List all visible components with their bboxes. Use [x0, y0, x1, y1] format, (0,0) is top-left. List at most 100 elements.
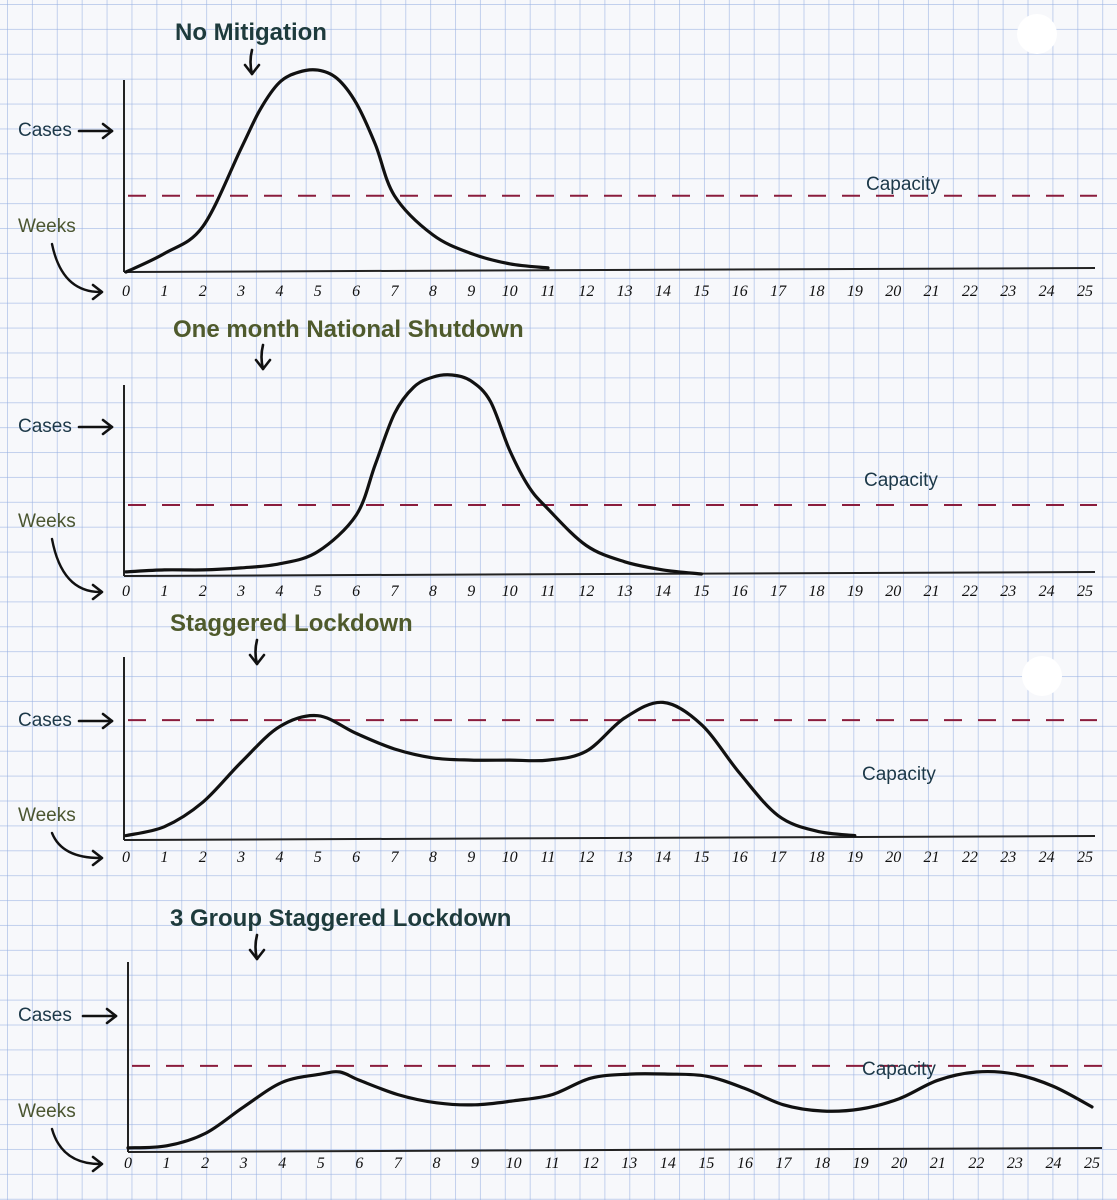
x-tick-label: 2 [201, 1155, 209, 1172]
x-tick-label: 10 [506, 1155, 522, 1172]
x-tick-label: 24 [1039, 849, 1055, 866]
chart-title: No Mitigation [175, 19, 327, 46]
x-tick-label: 23 [1000, 849, 1016, 866]
x-tick-label: 24 [1045, 1155, 1061, 1172]
x-tick-label: 25 [1077, 283, 1093, 300]
x-tick-label: 13 [617, 583, 633, 600]
x-tick-label: 9 [467, 583, 475, 600]
cases-arrow-head [101, 122, 114, 140]
chart-title: Staggered Lockdown [170, 610, 413, 637]
capacity-label: Capacity [862, 1059, 936, 1080]
cases-label: Cases [18, 416, 72, 437]
cases-arrow-head [101, 418, 114, 436]
x-tick-label: 20 [885, 849, 901, 866]
x-tick-label: 4 [275, 583, 283, 600]
x-tick-label: 19 [847, 849, 863, 866]
weeks-arrow-head [91, 583, 104, 601]
x-tick-label: 19 [853, 1155, 869, 1172]
x-tick-label: 25 [1084, 1155, 1100, 1172]
cases-curve [126, 1069, 1094, 1150]
x-tick-label: 15 [693, 283, 709, 300]
x-tick-label: 17 [776, 1155, 793, 1172]
x-tick-label: 5 [314, 583, 322, 600]
x-tick-label: 4 [278, 1155, 286, 1172]
x-tick-label: 8 [432, 1155, 440, 1172]
x-tick-label: 23 [1007, 1155, 1023, 1172]
cases-curve [124, 373, 703, 576]
cases-label: Cases [18, 120, 72, 141]
x-tick-label: 12 [578, 283, 594, 300]
x-tick-label: 2 [199, 849, 207, 866]
x-tick-label: 5 [314, 849, 322, 866]
x-tick-label: 23 [1000, 283, 1016, 300]
x-tick-label: 16 [732, 583, 748, 600]
x-tick-label: 6 [355, 1155, 363, 1172]
x-tick-label: 3 [236, 583, 245, 600]
x-tick-label: 17 [770, 849, 787, 866]
x-tick-label: 22 [962, 583, 978, 600]
x-tick-label: 1 [163, 1155, 171, 1172]
weeks-label: Weeks [18, 805, 76, 826]
x-tick-label: 12 [578, 583, 594, 600]
x-tick-label: 16 [737, 1155, 753, 1172]
x-axis [123, 267, 1096, 273]
x-tick-label: 14 [655, 583, 671, 600]
x-tick-label: 14 [655, 283, 671, 300]
x-tick-label: 2 [199, 283, 207, 300]
weeks-label: Weeks [18, 216, 76, 237]
cases-label: Cases [18, 710, 72, 731]
x-tick-label: 1 [160, 283, 168, 300]
x-tick-label: 25 [1077, 849, 1093, 866]
x-tick-label: 5 [314, 283, 322, 300]
x-tick-label: 15 [693, 583, 709, 600]
x-tick-label: 21 [924, 283, 940, 300]
x-tick-label: 11 [541, 849, 556, 866]
cases-label: Cases [18, 1005, 72, 1026]
chart-title: One month National Shutdown [173, 316, 524, 343]
x-tick-label: 4 [275, 283, 283, 300]
x-tick-label: 17 [770, 583, 787, 600]
x-tick-label: 6 [352, 849, 360, 866]
x-tick-label: 14 [655, 849, 671, 866]
x-tick-label: 0 [124, 1155, 132, 1172]
x-tick-label: 11 [541, 583, 556, 600]
x-tick-label: 13 [617, 283, 633, 300]
weeks-arrow-head [91, 283, 104, 301]
weeks-arrow-head [91, 849, 104, 867]
x-tick-label: 22 [962, 849, 978, 866]
x-tick-label: 18 [808, 583, 824, 600]
x-tick-label: 3 [239, 1155, 248, 1172]
title-arrow-head [243, 63, 261, 76]
x-tick-label: 21 [930, 1155, 946, 1172]
x-tick-label: 18 [808, 283, 824, 300]
weeks-label: Weeks [18, 511, 76, 532]
x-tick-label: 16 [732, 849, 748, 866]
x-tick-label: 22 [962, 283, 978, 300]
x-tick-label: 18 [808, 849, 824, 866]
x-tick-label: 7 [391, 283, 400, 300]
x-axis [127, 1147, 1103, 1153]
x-tick-label: 11 [541, 283, 556, 300]
weeks-arrow [50, 831, 102, 860]
x-tick-label: 16 [732, 283, 748, 300]
x-tick-label: 6 [352, 583, 360, 600]
x-tick-label: 17 [770, 283, 787, 300]
x-tick-label: 21 [924, 849, 940, 866]
weeks-arrow [50, 242, 102, 294]
x-tick-label: 3 [236, 849, 245, 866]
cases-curve [124, 68, 550, 274]
x-tick-label: 10 [502, 583, 518, 600]
capacity-label: Capacity [864, 470, 938, 491]
x-tick-label: 1 [160, 849, 168, 866]
weeks-arrow-head [91, 1155, 104, 1173]
x-axis [123, 835, 1096, 841]
x-tick-label: 2 [199, 583, 207, 600]
title-arrow-head [248, 653, 266, 666]
x-tick-label: 20 [885, 583, 901, 600]
x-tick-label: 10 [502, 849, 518, 866]
x-tick-label: 22 [968, 1155, 984, 1172]
x-tick-label: 20 [891, 1155, 907, 1172]
